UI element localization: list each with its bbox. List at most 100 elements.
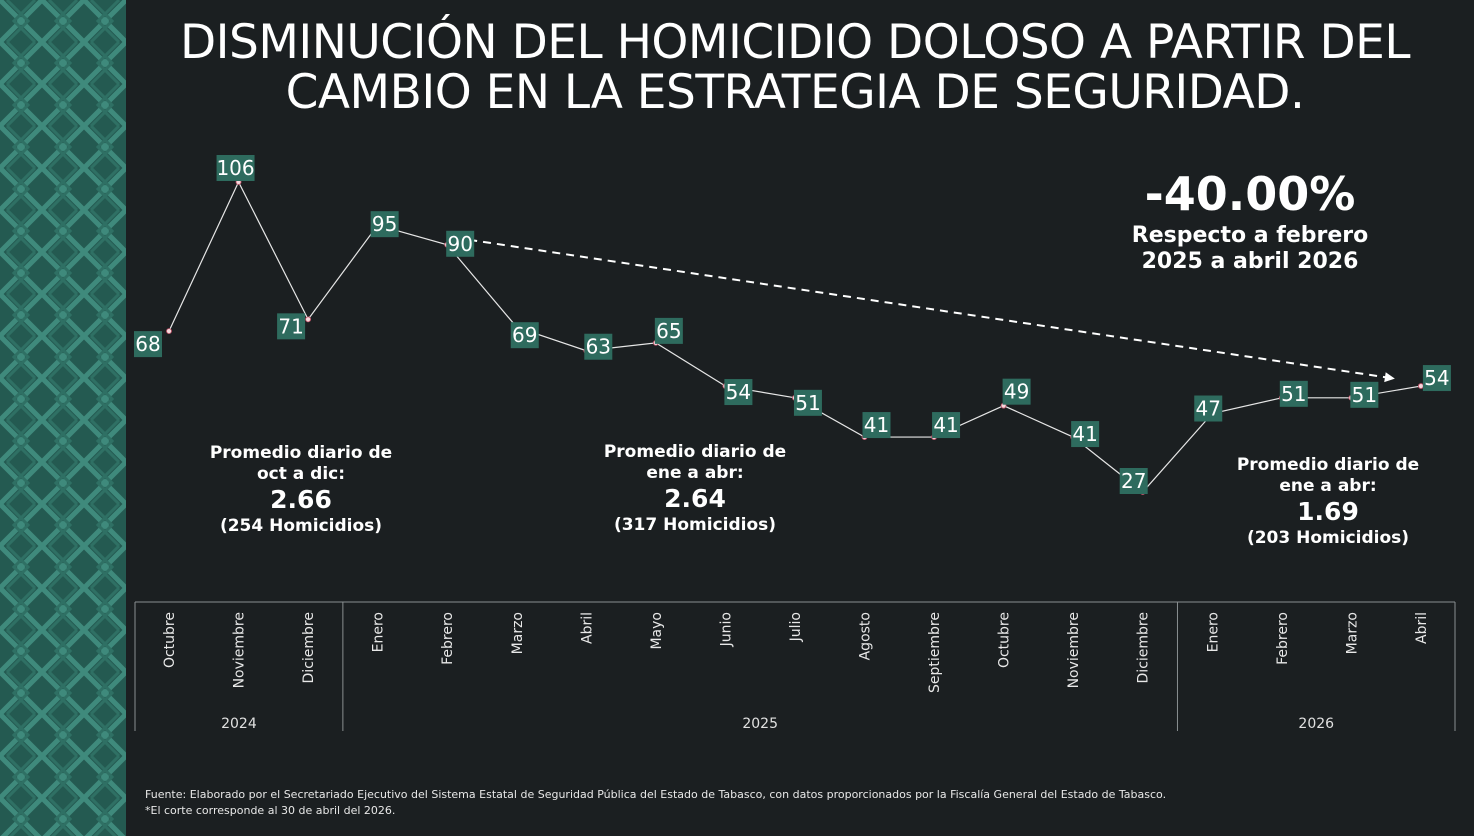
- data-label: 90: [446, 230, 475, 257]
- source-footer: Fuente: Elaborado por el Secretariado Ej…: [145, 787, 1445, 819]
- x-tick-label: Enero: [1205, 612, 1221, 652]
- data-label-text: 49: [1004, 380, 1029, 404]
- data-label-box: [277, 313, 306, 340]
- average-label: Promedio diario de: [209, 443, 393, 463]
- data-label-text: 27: [1121, 469, 1146, 493]
- data-label: 27: [1119, 468, 1148, 494]
- average-count: (203 Homicidios): [1246, 528, 1410, 548]
- title-line-2: CAMBIO EN LA ESTRATEGIA DE SEGURIDAD.: [285, 65, 1305, 120]
- data-label-box: [724, 379, 753, 406]
- x-tick-label: Abril: [1414, 612, 1430, 644]
- data-label-text: 54: [726, 380, 751, 404]
- data-label: 71: [277, 313, 306, 340]
- data-labels: 68 106 71 95 90 69 63 65 54 51 41 41 49 41 27 47 51 51 54: [134, 155, 1451, 494]
- axis-box: [134, 601, 1456, 731]
- data-label: 65: [654, 317, 683, 344]
- x-tick-label: Julio: [788, 612, 804, 642]
- average-label: Promedio diario de: [1236, 455, 1420, 475]
- data-label-box: [1071, 421, 1100, 448]
- average-box-2024: Promedio diario de oct a dic: 2.66 (254 …: [171, 443, 431, 537]
- data-label: 68: [134, 331, 162, 358]
- title-line-1: DISMINUCIÓN DEL HOMICIDIO DOLOSO A PARTI…: [179, 15, 1411, 70]
- reduction-percent: -40.00%: [1144, 167, 1356, 221]
- data-label-box: [1279, 380, 1308, 407]
- x-tick-label: Octubre: [997, 612, 1013, 668]
- data-label-text: 69: [512, 323, 537, 347]
- year-labels: 2024 2025 2026: [221, 602, 1334, 732]
- data-label-text: 41: [1072, 422, 1097, 446]
- average-box-2025: Promedio diario de ene a abr: 2.64 (317 …: [565, 442, 825, 536]
- x-tick-label: Febrero: [1275, 612, 1291, 665]
- data-label-text: 63: [586, 335, 611, 359]
- data-label-box: [793, 389, 822, 416]
- data-label: 63: [584, 333, 613, 360]
- x-tick-label: Diciembre: [1136, 612, 1152, 683]
- x-tick-label: Noviembre: [232, 612, 248, 688]
- x-tick-label: Junio: [718, 612, 734, 647]
- data-label-text: 51: [1281, 382, 1306, 406]
- data-label: 51: [793, 389, 822, 416]
- x-tick-label: Abril: [579, 612, 595, 644]
- data-label-box: [216, 155, 255, 181]
- average-period: oct a dic:: [256, 464, 346, 484]
- data-label-box: [584, 333, 613, 360]
- year-label: 2026: [1298, 716, 1334, 732]
- data-label: 41: [862, 412, 891, 439]
- data-label-text: 47: [1196, 397, 1221, 421]
- data-label-box: [1422, 365, 1451, 392]
- x-tick-label: Septiembre: [927, 612, 943, 693]
- average-period: ene a abr:: [646, 463, 744, 483]
- x-tick-label: Marzo: [510, 612, 526, 654]
- trend-arrowhead: [1384, 372, 1395, 383]
- data-label-box: [654, 317, 683, 344]
- data-label-text: 51: [1352, 383, 1377, 407]
- data-label-text: 95: [372, 212, 397, 236]
- decorative-pattern: [0, 0, 126, 836]
- page-title: DISMINUCIÓN DEL HOMICIDIO DOLOSO A PARTI…: [140, 18, 1450, 118]
- data-label: 49: [1002, 378, 1031, 405]
- x-tick-label: Enero: [371, 612, 387, 652]
- trend-arrow: [469, 238, 1395, 383]
- x-tick-label: Mayo: [649, 612, 665, 650]
- data-label-text: 71: [278, 314, 303, 338]
- x-tick-label: Octubre: [162, 612, 178, 668]
- data-label-text: 54: [1424, 366, 1449, 390]
- x-tick-label: Noviembre: [1066, 612, 1082, 688]
- data-label-text: 106: [216, 156, 254, 180]
- average-value: 2.66: [270, 485, 332, 514]
- average-period: ene a abr:: [1279, 476, 1377, 496]
- average-count: (317 Homicidios): [613, 515, 777, 535]
- data-label-box: [1350, 381, 1379, 408]
- average-value: 2.64: [664, 484, 726, 513]
- data-label: 41: [1071, 421, 1100, 448]
- data-label-text: 90: [447, 232, 472, 256]
- data-label-box: [134, 331, 162, 358]
- data-label-box: [862, 412, 891, 439]
- data-label-box: [1194, 395, 1223, 422]
- data-label-box: [1119, 468, 1148, 494]
- data-label: 69: [510, 322, 539, 349]
- year-label: 2025: [742, 716, 778, 732]
- data-label-box: [932, 412, 961, 439]
- data-label-box: [446, 230, 475, 257]
- x-axis-ticks: Octubre Noviembre Diciembre Enero Febrero Mar…: [162, 612, 1430, 693]
- data-label-text: 41: [864, 413, 889, 437]
- average-count: (254 Homicidios): [219, 516, 383, 536]
- data-label: 106: [216, 155, 255, 181]
- average-box-2026: Promedio diario de ene a abr: 1.69 (203 …: [1198, 455, 1458, 549]
- reduction-caption-2: 2025 a abril 2026: [1141, 249, 1359, 274]
- data-point: [305, 316, 312, 323]
- data-point: [1418, 383, 1424, 389]
- average-value: 1.69: [1297, 497, 1359, 526]
- data-label-box: [370, 211, 399, 238]
- data-point: [166, 328, 172, 335]
- x-tick-label: Diciembre: [301, 612, 317, 683]
- data-label-text: 51: [795, 391, 820, 415]
- data-label: 54: [724, 379, 753, 406]
- reduction-caption-1: Respecto a febrero: [1131, 223, 1369, 248]
- data-label: 51: [1279, 380, 1308, 407]
- data-label: 54: [1422, 365, 1451, 392]
- cutoff-note: *El corte corresponde al 30 de abril del…: [145, 804, 396, 817]
- data-label: 47: [1194, 395, 1223, 422]
